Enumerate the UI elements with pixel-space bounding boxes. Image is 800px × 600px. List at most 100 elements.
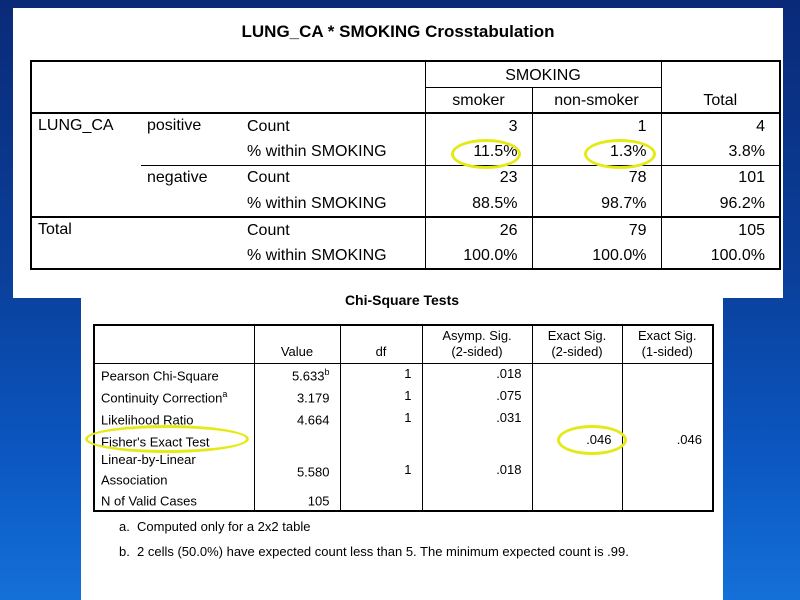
cell-value: 105	[253, 489, 340, 511]
header-line: Asymp. Sig.	[442, 327, 512, 343]
value-text: 5.633	[291, 368, 325, 384]
cell-exact2	[531, 451, 622, 489]
cell-exact1: .046	[621, 429, 713, 451]
cell-asymp	[421, 489, 532, 511]
header-value-text: Value	[280, 343, 314, 359]
chisq-table: Value df Asymp. Sig. (2-sided) Exact Sig…	[93, 324, 714, 512]
test-label-text: Linear-by-Linear Association	[101, 451, 196, 488]
cell-df: 1	[339, 363, 422, 385]
cell-asymp: .018	[421, 363, 532, 385]
cell-exact2	[531, 489, 622, 511]
cell-exact1	[621, 407, 713, 429]
test-label: Likelihood Ratio	[94, 407, 254, 429]
cell-asymp	[421, 429, 532, 451]
value-text: 3.179	[296, 390, 330, 406]
crosstab-corner	[31, 61, 425, 113]
stat-label: % within SMOKING	[247, 142, 387, 160]
chisq-title: Chi-Square Tests	[344, 292, 460, 308]
test-label: N of Valid Cases	[94, 489, 254, 511]
cell-asymp: .018	[421, 451, 532, 489]
footnote-a: a. Computed only for a 2x2 table	[119, 518, 709, 536]
chisq-panel: Chi-Square Tests Value df Asymp. Sig. (2…	[81, 292, 723, 600]
cell-exact2: .046	[531, 429, 622, 451]
test-label-text: Continuity Correction	[101, 390, 223, 406]
cell-value: 100.0%	[660, 243, 780, 269]
cell-value: 88.5%	[424, 191, 532, 217]
stat-label: Count	[241, 112, 425, 139]
row-label-total: Total	[31, 216, 241, 269]
header-blank	[94, 325, 254, 364]
value-text: 5.580	[296, 464, 330, 480]
footnote-marker: a	[222, 388, 228, 399]
cell-exact1	[621, 451, 713, 489]
col-group-header: SMOKING	[424, 61, 661, 87]
table-row: Pearson Chi-Square 5.633b 1 .018	[94, 363, 713, 385]
cell-value: 100.0%	[531, 243, 661, 269]
cell-exact2	[531, 407, 622, 429]
footnote-marker: b	[324, 367, 330, 378]
cell-value: 96.2%	[660, 191, 780, 217]
cell-value: 5.580	[253, 451, 340, 489]
footnote-text: 2 cells (50.0%) have expected count less…	[137, 544, 629, 559]
col-header-nonsmoker: non-smoker	[531, 86, 661, 113]
header-exact-sig-2: Exact Sig. (2-sided)	[531, 325, 622, 364]
cell-exact1	[621, 363, 713, 385]
value-text: 105	[307, 493, 330, 509]
test-label-text: Likelihood Ratio	[101, 412, 194, 428]
stat-label: Count	[241, 216, 425, 243]
stat-label: % within SMOKING	[247, 194, 387, 212]
header-asymp-sig: Asymp. Sig. (2-sided)	[421, 325, 532, 364]
cell-df	[339, 489, 422, 511]
header-exact-sig-1: Exact Sig. (1-sided)	[621, 325, 713, 364]
test-label: Fisher's Exact Test	[94, 429, 254, 451]
cell-value: 5.633b	[253, 363, 340, 385]
header-line: (2-sided)	[551, 343, 603, 359]
cell-value: 26	[424, 216, 532, 243]
col-header-total: Total	[660, 61, 780, 113]
cell-value: 101	[660, 164, 780, 191]
crosstab-table: SMOKING Total smoker non-smoker LUNG_CA …	[30, 60, 781, 270]
footnote-b: b. 2 cells (50.0%) have expected count l…	[119, 543, 709, 561]
cell-value: 98.7%	[531, 191, 661, 217]
footnote-mark: a.	[119, 519, 130, 534]
value-text: 4.664	[296, 412, 330, 428]
header-df: df	[339, 325, 422, 364]
test-label-text: Pearson Chi-Square	[101, 368, 219, 384]
test-label-text: N of Valid Cases	[101, 493, 197, 509]
footnote-mark: b.	[119, 544, 130, 559]
table-row: Fisher's Exact Test .046 .046	[94, 429, 713, 451]
cell-value: 1.3%	[531, 139, 661, 165]
table-row: Linear-by-Linear Association 5.580 1 .01…	[94, 451, 713, 489]
cell-value: 105	[660, 216, 780, 243]
header-line: (2-sided)	[451, 343, 503, 359]
cell-exact2	[531, 363, 622, 385]
cell-value: 3.179	[253, 385, 340, 407]
cell-exact1	[621, 489, 713, 511]
cell-asymp: .075	[421, 385, 532, 407]
cell-exact1	[621, 385, 713, 407]
cell-value: 3	[424, 112, 532, 139]
cell-asymp: .031	[421, 407, 532, 429]
row-var-label: LUNG_CA	[31, 112, 141, 217]
table-row: N of Valid Cases 105	[94, 489, 713, 511]
cell-value: 79	[531, 216, 661, 243]
crosstab-panel: LUNG_CA * SMOKING Crosstabulation SMOKIN…	[13, 8, 783, 298]
crosstab-title: LUNG_CA * SMOKING Crosstabulation	[241, 22, 555, 41]
cell-value: 11.5%	[424, 139, 532, 165]
stat-label: Count	[241, 164, 425, 191]
header-line: Exact Sig.	[547, 327, 607, 343]
row-label-positive: positive	[141, 112, 241, 165]
cell-value: 100.0%	[424, 243, 532, 269]
stat-label: % within SMOKING	[247, 246, 387, 264]
cell-value: 23	[424, 164, 532, 191]
test-label: Continuity Correctiona	[94, 385, 254, 407]
table-row: Likelihood Ratio 4.664 1 .031	[94, 407, 713, 429]
table-row: Continuity Correctiona 3.179 1 .075	[94, 385, 713, 407]
cell-exact2	[531, 385, 622, 407]
cell-value: 3.8%	[660, 139, 780, 165]
header-value: Value	[253, 325, 340, 364]
row-label-negative: negative	[141, 164, 241, 217]
cell-value: 1	[531, 112, 661, 139]
header-line: Exact Sig.	[637, 327, 697, 343]
cell-value: 4.664	[253, 407, 340, 429]
